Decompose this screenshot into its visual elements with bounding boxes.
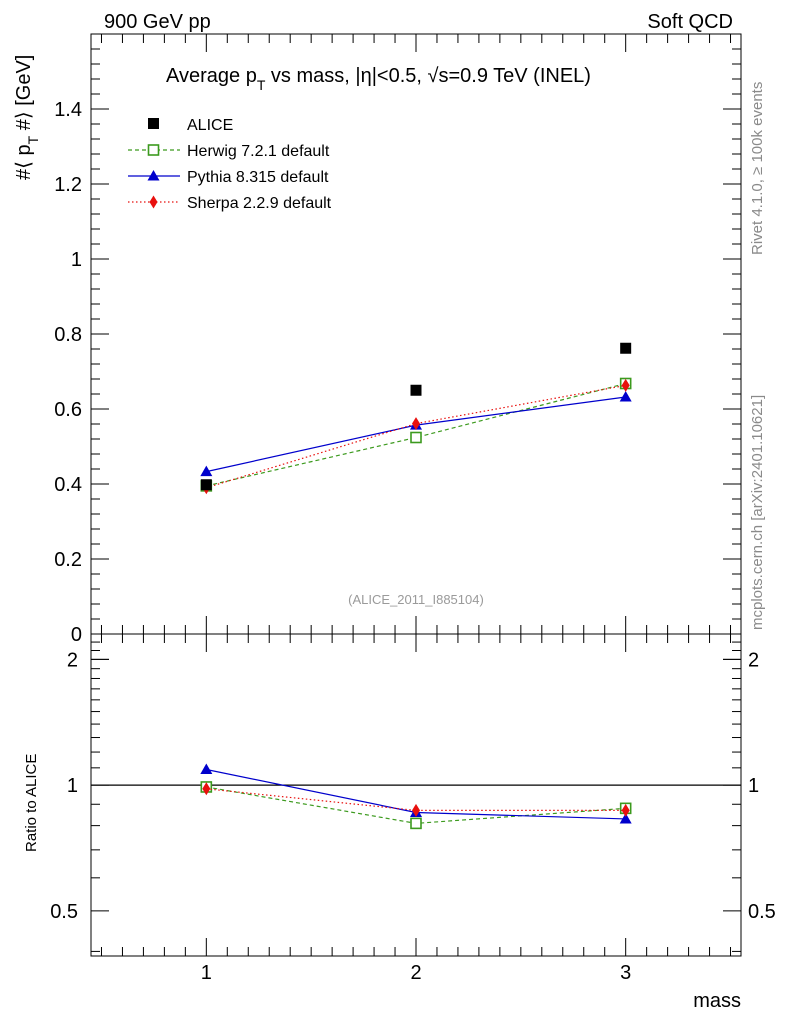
x-tick-labels: 1 2 3 bbox=[201, 962, 631, 984]
x-axis-label: mass bbox=[693, 990, 741, 1012]
title-sqrt: √ bbox=[428, 65, 439, 87]
legend-marker-pythia bbox=[147, 170, 160, 181]
title-suffix: s=0.9 TeV (INEL) bbox=[438, 65, 590, 87]
main-y-tick-label: 1.4 bbox=[54, 99, 82, 121]
legend-marker-alice bbox=[148, 118, 159, 129]
ratio-point-sherpa bbox=[202, 782, 211, 796]
main-y-tick-labels: 0 0.2 0.4 0.6 0.8 1 1.2 1.4 bbox=[54, 99, 82, 646]
ratio-y-tick-label: 2 bbox=[67, 649, 78, 671]
main-line-herwig bbox=[206, 382, 626, 487]
main-point-sherpa bbox=[621, 378, 630, 392]
ratio-series bbox=[200, 763, 632, 830]
main-y-tick-label: 1 bbox=[71, 249, 82, 271]
ratio-frame bbox=[90, 633, 742, 957]
main-point-alice bbox=[200, 479, 212, 491]
main-point-alice bbox=[410, 384, 422, 396]
analysis-watermark: (ALICE_2011_I885104) bbox=[348, 592, 484, 607]
ratio-panel: 0.5 0.5 1 1 2 2 Ratio to ALICE bbox=[23, 633, 776, 957]
rivet-label: Rivet 4.1.0, ≥ 100k events bbox=[749, 82, 766, 255]
main-y-tick-label: 0 bbox=[71, 624, 82, 646]
legend-marker-herwig bbox=[147, 144, 160, 156]
legend-label-sherpa: Sherpa 2.2.9 default bbox=[187, 195, 332, 212]
ratio-y-tick-labels: 0.5 0.5 1 1 2 2 bbox=[50, 649, 776, 923]
category-label: Soft QCD bbox=[647, 11, 733, 33]
main-y-tick-label: 0.2 bbox=[54, 549, 82, 571]
x-tick-label: 1 bbox=[201, 962, 212, 984]
ratio-point-pythia bbox=[619, 812, 632, 824]
legend-marker-sherpa bbox=[149, 195, 158, 209]
main-point-alice bbox=[620, 342, 632, 354]
ratio-point-sherpa bbox=[621, 803, 630, 817]
ratio-ticks bbox=[91, 634, 741, 956]
legend-label-pythia: Pythia 8.315 default bbox=[187, 169, 329, 186]
main-point-sherpa bbox=[412, 417, 420, 431]
mcplots-label: mcplots.cern.ch [arXiv:2401.10621] bbox=[749, 395, 766, 630]
energy-label: 900 GeV pp bbox=[104, 11, 211, 33]
title-mid: vs mass, |η|<0.5, bbox=[265, 65, 427, 87]
ratio-y-tick-label-right: 1 bbox=[748, 775, 759, 797]
main-point-pythia bbox=[200, 465, 213, 477]
ratio-y-tick-label: 0.5 bbox=[50, 901, 78, 923]
legend-label-alice: ALICE bbox=[187, 117, 233, 134]
legend-label-herwig: Herwig 7.2.1 default bbox=[187, 143, 330, 160]
title-sub: T bbox=[257, 77, 266, 93]
chart-title: Average pT vs mass, |η|<0.5, √s=0.9 TeV … bbox=[166, 65, 591, 93]
ratio-point-herwig bbox=[410, 817, 422, 830]
main-point-herwig bbox=[410, 431, 422, 444]
main-panel: 00.20.40.60.811.21.4 Average pT vs mass,… bbox=[13, 33, 742, 646]
ratio-y-tick-label-right: 0.5 bbox=[748, 901, 776, 923]
main-y-tick-label: 1.2 bbox=[54, 174, 82, 196]
ratio-point-sherpa bbox=[412, 803, 420, 817]
main-y-tick-label: 0.4 bbox=[54, 474, 82, 496]
main-ticks bbox=[91, 33, 741, 635]
legend: ALICE Herwig 7.2.1 default Pythia 8.315 … bbox=[128, 117, 332, 212]
ylabel-sub: T bbox=[25, 135, 41, 144]
ratio-y-axis-label: Ratio to ALICE bbox=[23, 754, 40, 852]
ylabel-pre: #⟨ p bbox=[13, 144, 35, 180]
x-tick-label: 2 bbox=[410, 962, 421, 984]
ratio-y-tick-label: 1 bbox=[67, 775, 78, 797]
main-line-sherpa bbox=[206, 384, 626, 489]
main-y-axis-label: #⟨ pT #⟩ [GeV] bbox=[13, 55, 41, 180]
ylabel-post: #⟩ [GeV] bbox=[13, 55, 35, 136]
main-point-pythia bbox=[619, 391, 632, 402]
ratio-point-pythia bbox=[200, 763, 213, 775]
main-series bbox=[200, 342, 632, 495]
main-y-tick-label: 0.8 bbox=[54, 324, 82, 346]
ratio-y-tick-label-right: 2 bbox=[748, 649, 759, 671]
main-y-tick-label: 0.6 bbox=[54, 399, 82, 421]
title-prefix: Average p bbox=[166, 65, 257, 87]
x-tick-label: 3 bbox=[620, 962, 631, 984]
